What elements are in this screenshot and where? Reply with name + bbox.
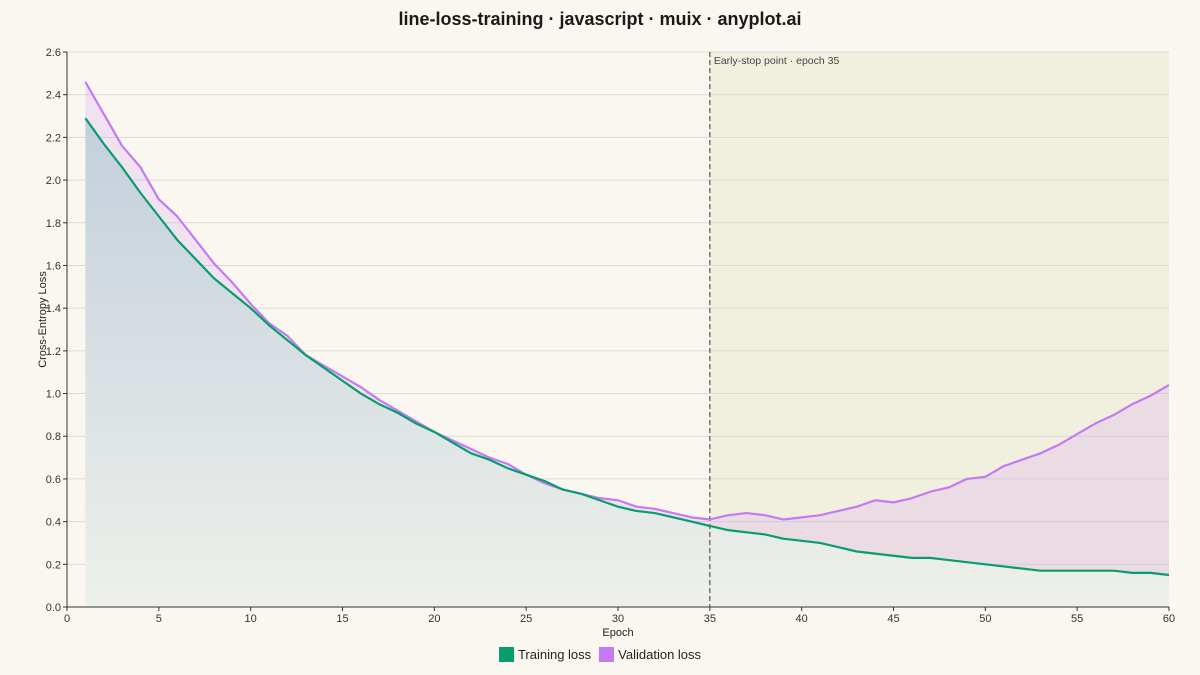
chart-title: line-loss-training · javascript · muix ·… xyxy=(398,9,802,29)
y-tick-label: 1.2 xyxy=(46,346,61,358)
y-tick-label: 1.8 xyxy=(46,218,61,230)
x-tick-label: 55 xyxy=(1071,613,1083,625)
y-tick-label: 0.0 xyxy=(46,602,61,614)
legend: Training loss Validation loss xyxy=(0,647,1200,662)
y-tick-label: 0.2 xyxy=(46,559,61,571)
x-tick-label: 30 xyxy=(612,613,624,625)
x-axis-label: Epoch xyxy=(602,627,633,639)
overfit-region xyxy=(709,52,1169,607)
y-tick-label: 0.8 xyxy=(46,431,61,443)
x-tick-label: 5 xyxy=(156,613,162,625)
y-tick-label: 2.4 xyxy=(46,90,61,102)
training-loss-line xyxy=(84,117,1170,577)
y-axis-label: Cross-Entropy Loss xyxy=(37,271,49,368)
x-tick-label: 50 xyxy=(979,613,991,625)
legend-swatch-training xyxy=(498,647,514,662)
legend-swatch-validation xyxy=(599,647,615,662)
x-tick-label: 15 xyxy=(336,613,348,625)
x-tick-label: 20 xyxy=(428,613,440,625)
x-tick-label: 35 xyxy=(704,613,716,625)
y-tick-label: 2.6 xyxy=(46,47,61,59)
y-tick-label: 2.2 xyxy=(46,132,61,144)
y-tick-label: 2.0 xyxy=(46,175,61,187)
training-area xyxy=(85,118,1169,607)
x-tick-label: 10 xyxy=(245,613,257,625)
early-stop-label: Early-stop point · epoch 35 xyxy=(714,55,840,67)
x-tick-label: 45 xyxy=(887,613,899,625)
legend-label-training: Training loss xyxy=(517,647,592,662)
y-tick-label: 1.0 xyxy=(46,389,61,401)
validation-loss-line xyxy=(84,81,1170,521)
legend-item-validation[interactable]: Validation loss xyxy=(599,647,701,662)
x-tick-label: 60 xyxy=(1163,613,1175,625)
y-tick-label: 1.6 xyxy=(46,260,61,272)
legend-label-validation: Validation loss xyxy=(618,647,702,662)
y-tick-label: 0.6 xyxy=(46,474,61,486)
x-tick-label: 40 xyxy=(796,613,808,625)
legend-item-training[interactable]: Training loss xyxy=(498,647,592,662)
x-tick-label: 25 xyxy=(520,613,532,625)
y-tick-label: 0.4 xyxy=(46,517,61,529)
validation-gap-area xyxy=(85,81,1169,575)
x-tick-label: 0 xyxy=(64,613,70,625)
y-tick-label: 1.4 xyxy=(46,303,61,315)
